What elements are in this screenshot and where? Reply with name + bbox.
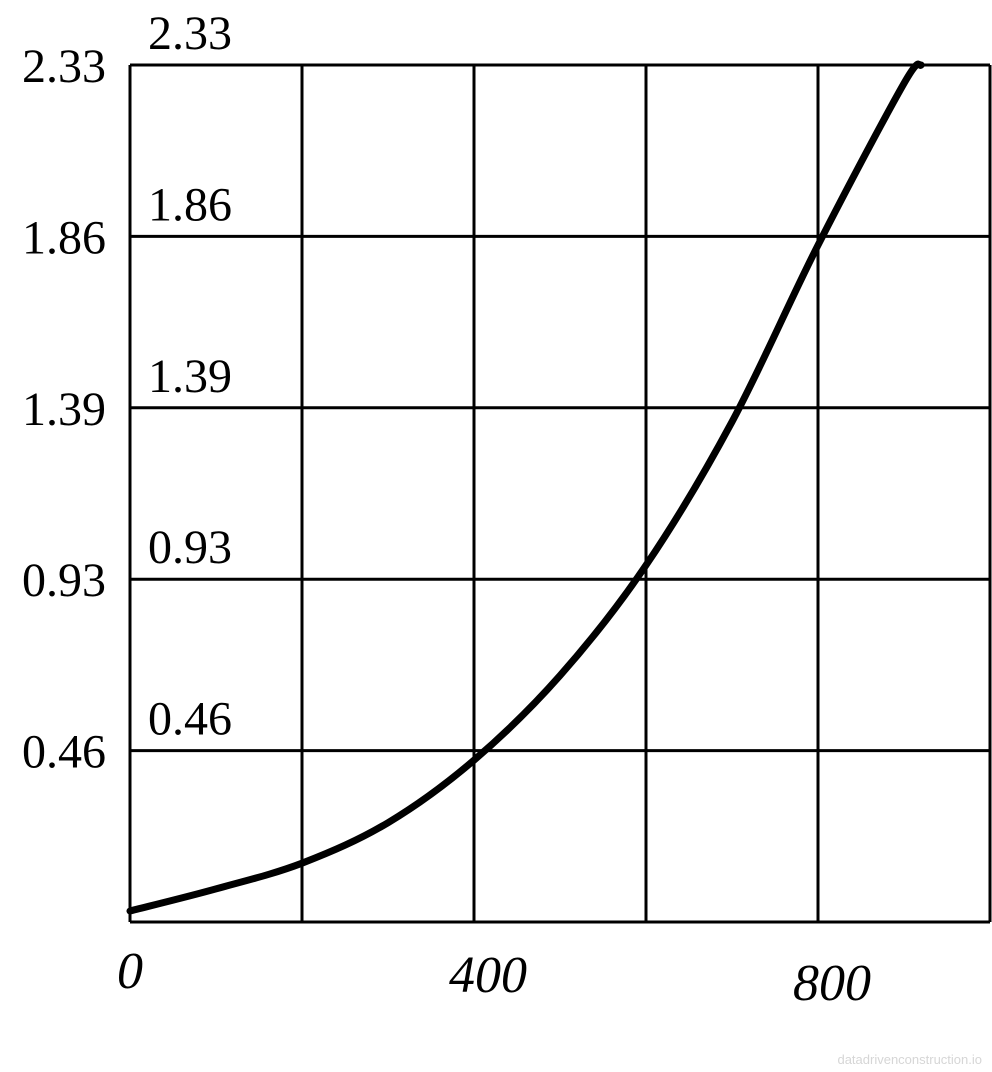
y-tick-label-inner-4: 0.46 bbox=[148, 693, 232, 746]
y-tick-label-3: 0.93 bbox=[22, 554, 106, 607]
x-axis-tick-labels: 0 400 800 bbox=[117, 943, 871, 1012]
x-tick-label-0: 0 bbox=[117, 943, 143, 1000]
y-tick-label-4: 0.46 bbox=[22, 726, 106, 779]
chart-series-group bbox=[126, 60, 925, 915]
x-tick-label-2: 800 bbox=[793, 955, 871, 1012]
y-tick-label-2: 1.39 bbox=[22, 383, 106, 436]
y-tick-label-inner-0: 2.33 bbox=[148, 7, 232, 60]
y-tick-label-inner-2: 1.39 bbox=[148, 350, 232, 403]
y-tick-label-inner-3: 0.93 bbox=[148, 521, 232, 574]
y-tick-label-inner-1: 1.86 bbox=[148, 178, 232, 231]
watermark-text: datadrivenconstruction.io bbox=[837, 1052, 982, 1067]
y-axis-tick-labels: 2.33 2.33 1.86 1.86 1.39 1.39 0.93 0.93 0.46 0.46 bbox=[22, 7, 232, 779]
chart-grid bbox=[128, 63, 992, 924]
y-tick-label-1: 1.86 bbox=[22, 211, 106, 264]
x-tick-label-1: 400 bbox=[449, 947, 527, 1004]
y-tick-label-0: 2.33 bbox=[22, 40, 106, 93]
series-line-0 bbox=[126, 60, 925, 915]
